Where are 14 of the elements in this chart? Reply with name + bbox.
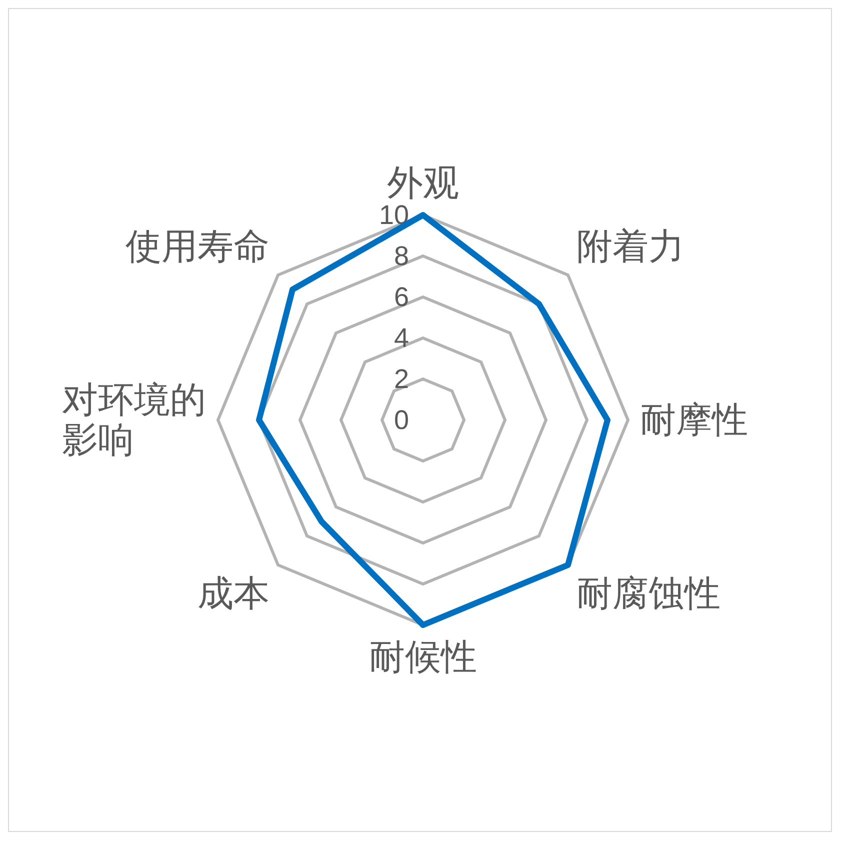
category-label: 外观: [387, 163, 459, 203]
category-label: 附着力: [576, 226, 684, 267]
category-label: 对环境的影响: [62, 380, 206, 460]
tick-label: 0: [394, 405, 409, 435]
category-label: 使用寿命: [126, 226, 270, 267]
tick-label: 6: [394, 282, 409, 312]
category-label: 成本: [198, 573, 270, 614]
category-label: 耐候性: [369, 637, 477, 677]
category-label: 耐腐蚀性: [576, 573, 720, 614]
tick-label: 10: [378, 200, 409, 230]
tick-label: 8: [394, 241, 409, 271]
category-label: 耐摩性: [640, 400, 748, 440]
tick-label: 4: [394, 323, 409, 353]
tick-label: 2: [394, 364, 409, 394]
